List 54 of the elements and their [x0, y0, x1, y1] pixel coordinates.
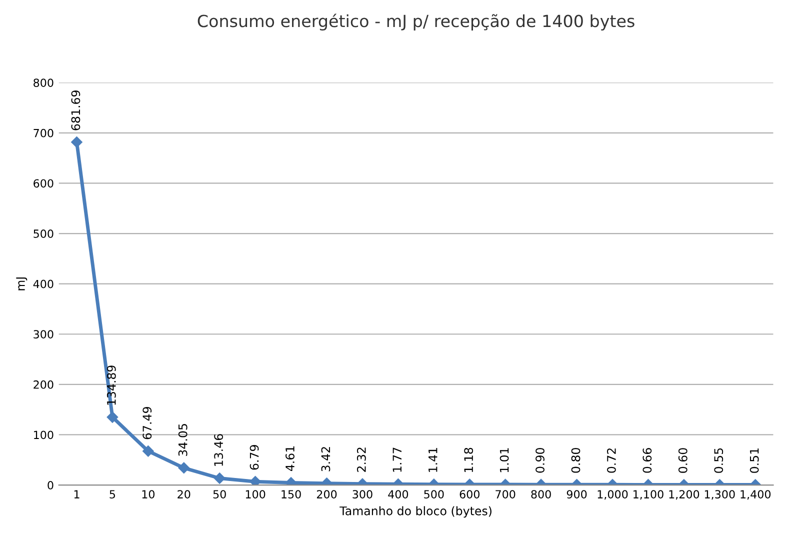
data-label: 2.32 [356, 448, 366, 472]
data-label: 1.41 [428, 448, 438, 472]
data-label: 1.77 [392, 448, 402, 472]
data-label: 3.42 [321, 447, 330, 472]
x-tick-label: 900 [566, 490, 587, 498]
data-label: 681.69 [71, 90, 80, 130]
x-tick-label: 1,300 [704, 490, 735, 500]
x-tick-label: 1,400 [740, 490, 771, 500]
x-tick-label: 100 [246, 490, 266, 498]
y-tick-label: 0 [48, 481, 54, 490]
x-tick-label: 600 [460, 490, 480, 498]
x-tick-label: 1,100 [634, 490, 664, 500]
point [71, 136, 82, 148]
x-tick-label: 300 [352, 490, 372, 498]
x-tick-label: 700 [496, 490, 516, 498]
data-label: 0.51 [750, 448, 759, 473]
y-tick-label: 800 [34, 78, 54, 87]
y-tick-label: 200 [34, 380, 54, 389]
data-label: 13.46 [214, 434, 224, 466]
data-label: 134.89 [106, 366, 116, 405]
data-label: 67.49 [142, 407, 152, 440]
data-label: 0.90 [536, 448, 544, 473]
data-label: 0.60 [678, 448, 688, 473]
x-tick-label: 10 [142, 490, 154, 498]
x-tick-label: 5 [110, 490, 116, 498]
x-tick-label: 1 [74, 490, 80, 498]
x-tick-label: 500 [424, 490, 444, 498]
data-label: 0.80 [571, 448, 580, 473]
y-tick-label: 300 [34, 330, 54, 339]
data-label: 0.72 [606, 448, 616, 473]
data-label: 1.18 [464, 448, 474, 472]
data-label: 34.05 [178, 424, 188, 456]
x-tick-label: 50 [213, 490, 226, 498]
data-label: 0.55 [714, 448, 724, 473]
y-tick-label: 600 [34, 179, 54, 188]
point [250, 476, 261, 486]
x-tick-label: 800 [531, 490, 551, 498]
chart-title: Consumo energético - mJ p/ recepção de 1400 bytes [198, 14, 634, 31]
data-label: 1.01 [500, 448, 509, 472]
x-tick-label: 200 [316, 490, 337, 498]
x-tick-label: 1,200 [669, 490, 700, 500]
y-axis-title: mJ [16, 277, 28, 290]
x-axis-title: Tamanho do bloco (bytes) [340, 506, 492, 518]
x-tick-label: 400 [388, 490, 408, 498]
x-tick-label: 1,000 [598, 490, 628, 500]
y-tick-label: 400 [33, 280, 54, 288]
y-tick-label: 100 [34, 430, 54, 440]
x-tick-label: 20 [178, 490, 190, 498]
data-label: 4.61 [286, 446, 294, 472]
data-label: 6.79 [250, 445, 259, 470]
data-label: 0.66 [642, 448, 652, 473]
x-tick-label: 150 [282, 490, 301, 498]
y-tick-label: 500 [34, 229, 54, 238]
y-tick-label: 700 [34, 128, 54, 138]
